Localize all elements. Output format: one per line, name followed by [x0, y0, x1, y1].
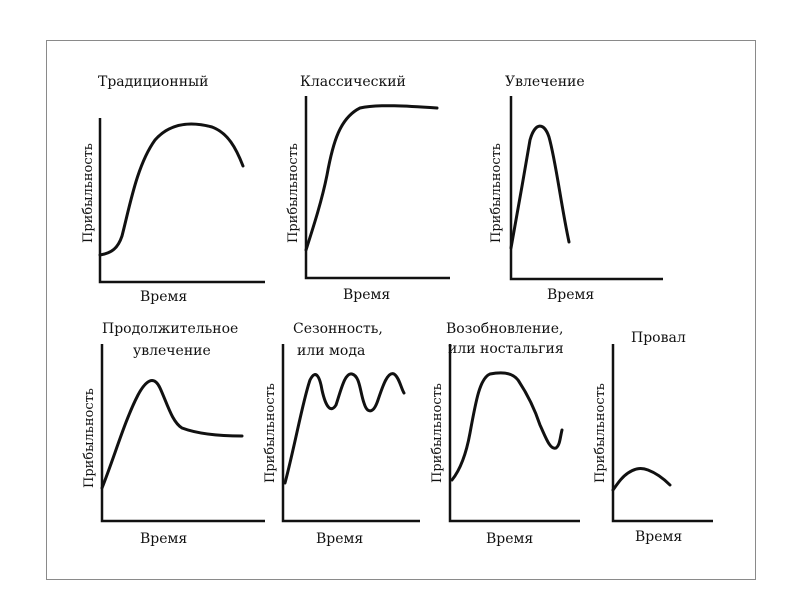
axes [98, 118, 265, 284]
x-axis-label: Время [635, 529, 682, 545]
x-axis-label: Время [486, 531, 533, 547]
panel-seasonal: Сезонность, или мода Время Прибыльность [263, 321, 420, 547]
y-axis-label: Прибыльность [263, 383, 278, 483]
curve-traditional [98, 122, 245, 257]
axes [281, 344, 420, 523]
y-axis-label: Прибыльность [286, 143, 301, 243]
title: Возобновление, [446, 321, 563, 337]
title: Сезонность, [293, 321, 383, 337]
curve-extended-fad [100, 379, 244, 490]
x-axis-label: Время [547, 287, 594, 303]
y-axis-label: Прибыльность [489, 143, 504, 243]
x-axis-label: Время [316, 531, 363, 547]
panel-traditional: Традиционный Время Прибыльность [81, 74, 265, 305]
panel-extended-fad: Продолжительное увлечение Время Прибыльн… [82, 321, 265, 547]
title: Традиционный [98, 74, 209, 90]
x-axis-label: Время [140, 531, 187, 547]
title-line-2: увлечение [133, 343, 211, 359]
y-axis-label: Прибыльность [430, 383, 445, 483]
curve-classic [304, 104, 439, 252]
x-axis-label: Время [343, 287, 390, 303]
title-line-2: или мода [297, 343, 365, 359]
figure-frame [46, 40, 756, 580]
axes [448, 344, 580, 523]
y-axis-label: Прибыльность [593, 383, 608, 483]
title: Провал [631, 330, 686, 346]
panel-classic: Классический Время Прибыльность [286, 74, 450, 303]
curve-seasonal [283, 372, 406, 485]
y-axis-label: Прибыльность [82, 388, 97, 488]
curve-revival [450, 371, 564, 482]
title: Продолжительное [102, 321, 238, 337]
curve-fad [509, 124, 571, 250]
title: Классический [300, 74, 406, 90]
x-axis-label: Время [140, 289, 187, 305]
panel-revival: Возобновление, или ностальгия Время Приб… [430, 321, 580, 547]
curve-failure [611, 467, 672, 492]
y-axis-label: Прибыльность [81, 143, 96, 243]
panel-failure: Провал Время Прибыльность [593, 330, 713, 545]
title: Увлечение [505, 74, 585, 90]
axes [611, 344, 713, 523]
axes [100, 344, 265, 523]
axes [509, 96, 663, 281]
axes [304, 96, 450, 280]
panel-fad: Увлечение Время Прибыльность [489, 74, 663, 303]
title-line-2: или ностальгия [448, 341, 564, 357]
